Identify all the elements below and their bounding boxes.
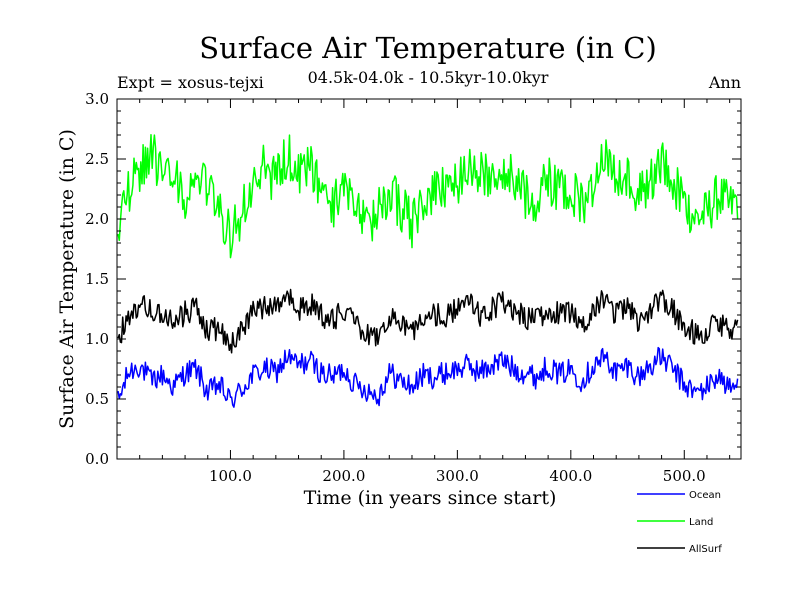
legend-label-land: Land (689, 517, 713, 528)
y-tick-label: 0.5 (85, 390, 109, 408)
x-tick-label: 300.0 (436, 467, 479, 485)
chart-title: Surface Air Temperature (in C) (199, 31, 657, 65)
x-tick-label: 500.0 (663, 467, 706, 485)
legend: Ocean Land AllSurf (637, 490, 722, 555)
series-layer (117, 134, 739, 408)
y-axis-label: Surface Air Temperature (in C) (56, 129, 78, 429)
legend-label-ocean: Ocean (689, 490, 721, 501)
series-line-ocean (117, 346, 739, 408)
plot-frame (116, 98, 742, 460)
series-line-land (117, 134, 739, 259)
y-tick-label: 2.5 (85, 150, 109, 168)
y-tick-label: 0.0 (85, 450, 109, 468)
x-axis-label: Time (in years since start) (304, 487, 557, 509)
axes-layer: 100.0 200.0 300.0 400.0 500.0 0.0 0.5 1.0 1.5 2.0… (85, 90, 742, 485)
y-tick-label: 1.5 (85, 270, 109, 288)
x-tick-label: 100.0 (209, 467, 252, 485)
experiment-label: Expt = xosus-tejxi (117, 73, 264, 92)
legend-label-allsurf: AllSurf (689, 544, 722, 555)
x-tick-label: 400.0 (549, 467, 592, 485)
season-label: Ann (708, 73, 741, 92)
y-tick-label: 3.0 (85, 90, 109, 108)
y-tick-label: 1.0 (85, 330, 109, 348)
chart-subtitle: 04.5k-04.0k - 10.5kyr-10.0kyr (308, 68, 549, 87)
x-tick-label: 200.0 (322, 467, 365, 485)
series-line-allsurf (117, 288, 739, 354)
y-tick-label: 2.0 (85, 210, 109, 228)
